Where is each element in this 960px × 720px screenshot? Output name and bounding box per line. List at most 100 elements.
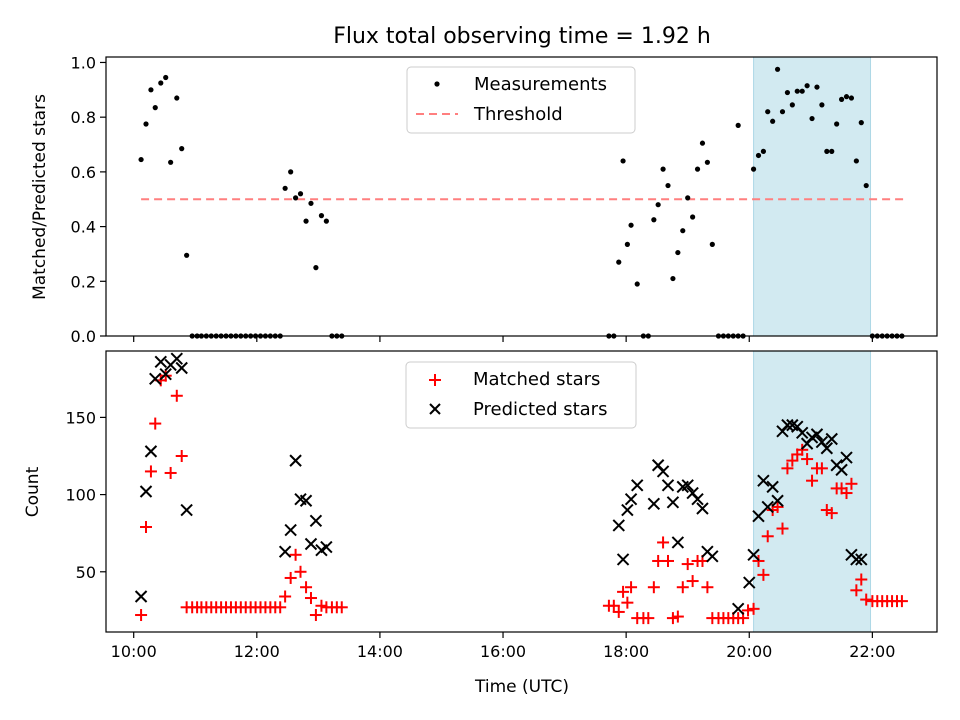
data-point-matched <box>701 581 714 594</box>
x-b <box>647 497 661 511</box>
x-tick-label: 22:00 <box>849 642 895 661</box>
data-point-matched <box>662 554 675 567</box>
x-b <box>835 463 848 477</box>
data-point-predicted <box>180 503 193 517</box>
data-point-matched <box>612 605 625 618</box>
x-b <box>706 550 719 563</box>
data-point-predicted <box>810 428 824 441</box>
data-point-measurement <box>750 166 757 172</box>
data-point-matched <box>686 575 699 588</box>
data-point-predicted <box>134 590 148 603</box>
data-point-predicted <box>616 553 630 566</box>
data-point-measurement <box>735 122 741 128</box>
x-b <box>757 474 770 487</box>
x-b <box>651 459 665 472</box>
x-b <box>781 418 794 432</box>
x-b <box>134 590 148 603</box>
x-b <box>304 537 318 551</box>
data-point-predicted <box>771 494 784 507</box>
data-point-measurement <box>829 148 835 154</box>
x-b <box>766 480 779 494</box>
data-point-matched <box>175 449 188 462</box>
data-point-predicted <box>139 485 153 498</box>
x-b <box>159 367 172 381</box>
top-ylabel: Matched/Predicted stars <box>30 94 50 300</box>
data-point-measurement <box>148 87 154 93</box>
top-legend: Measurements Threshold <box>406 66 636 134</box>
data-point-predicted <box>835 463 848 477</box>
data-point-predicted <box>299 494 313 507</box>
figure-title: Flux total observing time = 1.92 h <box>333 24 711 49</box>
data-point-predicted <box>761 500 774 514</box>
data-point-measurement <box>174 95 180 101</box>
highlight-span <box>753 56 872 337</box>
data-point-matched <box>304 592 317 605</box>
data-point-measurement <box>282 185 288 191</box>
data-point-predicted <box>681 479 694 492</box>
x-tick-label: 12:00 <box>234 642 280 661</box>
x-b <box>621 503 634 517</box>
data-point-matched <box>671 610 684 623</box>
data-point-measurement <box>313 265 319 271</box>
data-point-predicted <box>159 367 172 381</box>
data-point-matched <box>647 581 660 594</box>
data-point-matched <box>159 369 172 382</box>
data-point-predicted <box>795 426 809 440</box>
data-point-predicted <box>624 493 638 506</box>
data-point-predicted <box>840 451 853 464</box>
data-point-matched <box>289 548 302 561</box>
data-point-predicted <box>691 493 704 506</box>
data-point-measurement <box>660 166 666 172</box>
data-point-matched <box>806 474 819 487</box>
data-point-matched <box>164 466 177 479</box>
x-b <box>631 479 644 492</box>
data-point-measurement <box>834 121 840 127</box>
y-tick-label: 0.0 <box>71 327 96 346</box>
data-point-measurement <box>620 158 626 164</box>
data-point-predicted <box>154 355 167 369</box>
data-point-matched <box>642 612 655 625</box>
y-tick-label: 50 <box>76 563 96 582</box>
data-point-matched <box>621 596 634 609</box>
data-point-matched <box>895 595 908 608</box>
data-point-matched <box>742 604 755 617</box>
data-point-matched <box>135 609 148 622</box>
x-b <box>624 493 638 506</box>
data-point-measurement <box>303 218 309 224</box>
data-point-measurement <box>848 95 855 101</box>
data-point-predicted <box>743 576 756 589</box>
x-b <box>175 361 188 375</box>
data-point-matched <box>170 389 183 402</box>
data-point-predicted <box>170 352 183 365</box>
x-b <box>840 451 853 464</box>
x-b <box>666 496 680 509</box>
data-point-measurement <box>651 217 657 223</box>
data-point-predicted <box>731 602 745 616</box>
x-b <box>691 493 704 506</box>
x-b <box>855 553 868 566</box>
x-b <box>771 494 784 507</box>
y-tick-label: 100 <box>65 486 96 505</box>
data-point-matched <box>681 558 694 571</box>
data-point-predicted <box>612 519 625 532</box>
data-point-measurement <box>158 80 164 86</box>
data-point-measurement <box>323 218 329 224</box>
bottom-legend: Matched stars Predicted stars <box>405 361 637 429</box>
data-point-measurement <box>628 222 634 228</box>
x-b <box>661 479 675 492</box>
data-point-measurement <box>704 159 710 165</box>
data-point-predicted <box>284 523 297 537</box>
data-point-predicted <box>309 514 323 528</box>
x-b <box>671 536 685 549</box>
x-b <box>289 454 302 467</box>
y-tick-label: 150 <box>65 408 96 427</box>
x-tick-label: 18:00 <box>603 642 649 661</box>
x-b <box>810 428 824 441</box>
data-point-predicted <box>661 479 675 492</box>
data-point-predicted <box>696 502 709 515</box>
data-point-measurement <box>184 252 190 258</box>
data-point-measurement <box>288 169 294 175</box>
top-legend-frame <box>406 66 636 134</box>
data-point-predicted <box>752 509 765 523</box>
